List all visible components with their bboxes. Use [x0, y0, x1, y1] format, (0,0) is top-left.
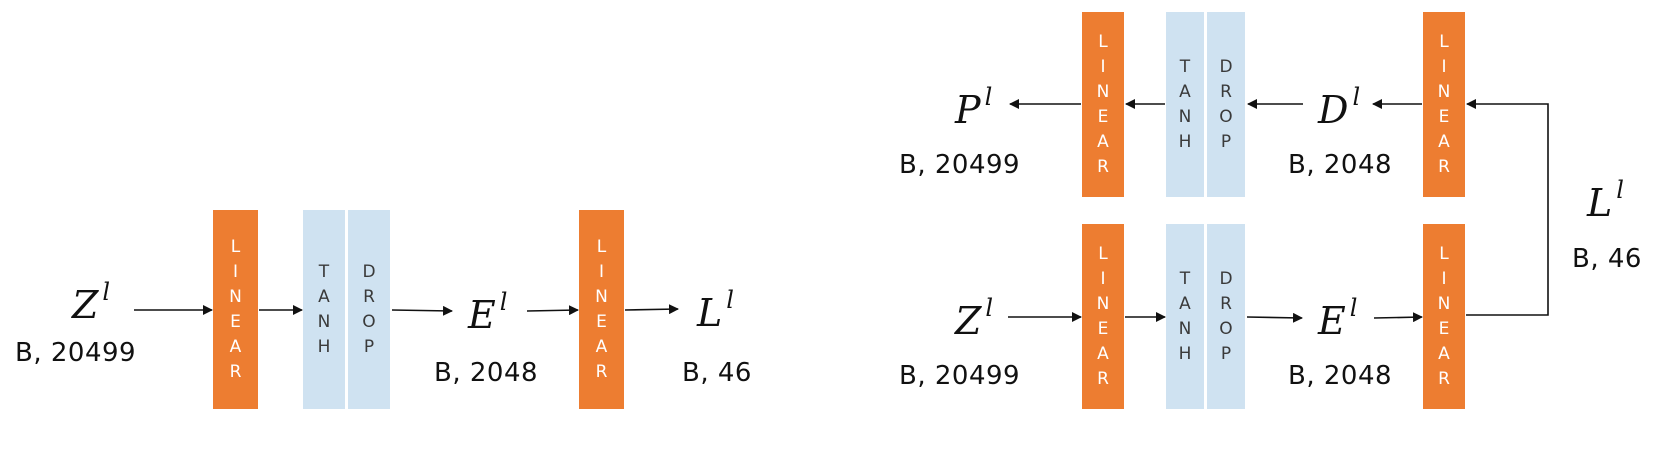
- left-l-dim: B, 46: [682, 358, 752, 388]
- left-z-dim: B, 20499: [15, 338, 137, 368]
- right-bottom-divider: [1204, 224, 1207, 409]
- right-z-dim: B, 20499: [899, 361, 1021, 391]
- arrow-right-e-to-linear: [1373, 312, 1423, 323]
- arrow-left-linear-to-l: [624, 304, 679, 315]
- arrow-right-loop: [1466, 99, 1549, 316]
- right-p-dim: B, 20499: [899, 150, 1021, 180]
- right-top-divider: [1204, 12, 1207, 197]
- right-l-dim: B, 46: [1572, 244, 1642, 274]
- left-e-dim: B, 2048: [434, 358, 539, 388]
- arrow-left-drop-to-e: [391, 305, 453, 316]
- right-d-dim: B, 2048: [1288, 150, 1393, 180]
- left-tanh-drop-divider: [345, 210, 348, 409]
- arrow-right-drop-to-e: [1246, 312, 1303, 323]
- right-e-dim: B, 2048: [1288, 361, 1393, 391]
- arrow-left-e-to-linear: [526, 305, 579, 316]
